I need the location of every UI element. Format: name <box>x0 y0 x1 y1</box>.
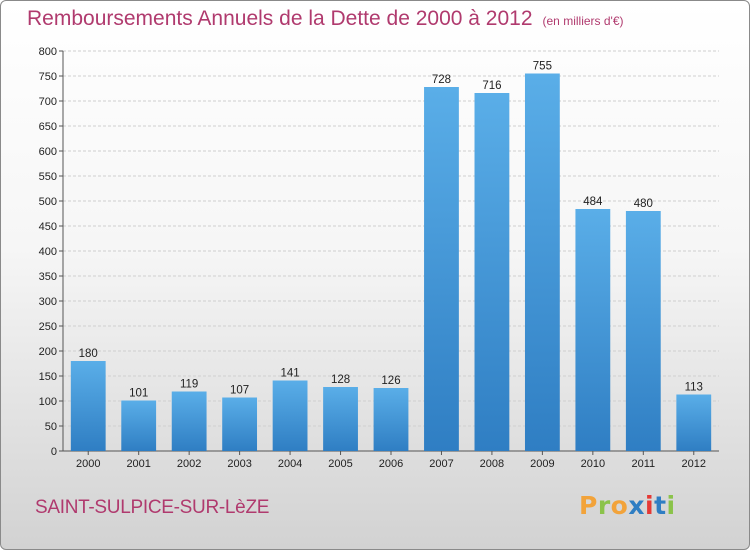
bar <box>171 391 207 451</box>
logo-letter: t <box>654 491 667 520</box>
x-tick-label: 2001 <box>126 458 150 470</box>
bar <box>625 211 661 451</box>
chart-title: Remboursements Annuels de la Dette de 20… <box>27 7 624 31</box>
bar-value-label: 107 <box>230 385 249 397</box>
x-tick-label: 2004 <box>278 458 302 470</box>
x-tick-label: 2012 <box>682 458 706 470</box>
y-tick-label: 300 <box>39 296 57 308</box>
bar-value-label: 728 <box>432 74 451 86</box>
bar-value-label: 128 <box>331 374 350 386</box>
y-tick-label: 50 <box>45 421 57 433</box>
bar <box>70 361 106 451</box>
y-tick-label: 650 <box>39 121 57 133</box>
y-tick-label: 350 <box>39 271 57 283</box>
y-tick-label: 750 <box>39 71 57 83</box>
bar-value-label: 126 <box>381 375 400 387</box>
x-tick-label: 2008 <box>480 458 504 470</box>
bars <box>70 73 712 451</box>
x-tick-label: 2005 <box>328 458 352 470</box>
bar <box>575 209 611 451</box>
x-tick-label: 2010 <box>581 458 605 470</box>
bar-value-label: 113 <box>685 382 703 394</box>
bar-value-label: 180 <box>79 348 98 360</box>
bar <box>323 387 358 451</box>
x-tick-label: 2002 <box>177 458 201 470</box>
logo-letter: i <box>666 491 676 520</box>
logo-letter: P <box>579 491 598 520</box>
bar-value-label: 484 <box>583 196 603 208</box>
logo-letter: r <box>597 491 611 520</box>
bar <box>524 73 560 451</box>
y-tick-label: 550 <box>39 171 57 183</box>
y-tick-label: 450 <box>39 221 57 233</box>
y-tick-label: 100 <box>39 396 57 408</box>
chart-subtitle: (en milliers d'€) <box>542 14 624 28</box>
x-tick-label: 2000 <box>76 458 100 470</box>
y-tick-label: 600 <box>39 146 57 158</box>
x-tick-label: 2011 <box>631 458 655 470</box>
proxiti-logo: Proxiti <box>579 491 676 520</box>
y-tick-label: 500 <box>39 196 57 208</box>
logo-letter: i <box>645 491 655 520</box>
y-tick-label: 700 <box>39 96 57 108</box>
bar-value-label: 480 <box>634 198 653 210</box>
bar-value-label: 141 <box>280 368 299 380</box>
bar <box>474 93 510 451</box>
y-tick-label: 0 <box>51 446 57 458</box>
x-tick-label: 2007 <box>429 458 453 470</box>
y-tick-label: 400 <box>39 246 57 258</box>
bar-value-label: 119 <box>180 379 198 391</box>
bar <box>121 400 157 451</box>
y-tick-label: 150 <box>39 371 57 383</box>
bar-value-label: 101 <box>129 388 148 400</box>
bar <box>424 87 459 451</box>
x-tick-label: 2009 <box>530 458 554 470</box>
bar-value-label: 716 <box>482 80 501 92</box>
logo-letter: x <box>628 491 645 520</box>
axes: 0 50 100 150 200 250 300 350 400 450 500 550 600 650 7… <box>39 46 719 470</box>
y-tick-label: 200 <box>39 346 57 358</box>
bar <box>676 394 712 451</box>
x-tick-label: 2003 <box>227 458 251 470</box>
bar <box>222 397 258 451</box>
value-labels: 180 101 119 107 141 128 126 728 716 755 484 480 113 <box>79 61 703 400</box>
logo-letter: o <box>610 491 629 520</box>
y-tick-label: 250 <box>39 321 57 333</box>
x-tick-label: 2006 <box>379 458 403 470</box>
title-text: Remboursements Annuels de la Dette de 20… <box>27 7 533 30</box>
bar <box>373 388 409 451</box>
commune-name: SAINT-SULPICE-SUR-LèZE <box>35 497 270 518</box>
bar-value-label: 755 <box>533 61 552 73</box>
y-tick-label: 800 <box>39 46 57 58</box>
bar <box>272 380 308 451</box>
